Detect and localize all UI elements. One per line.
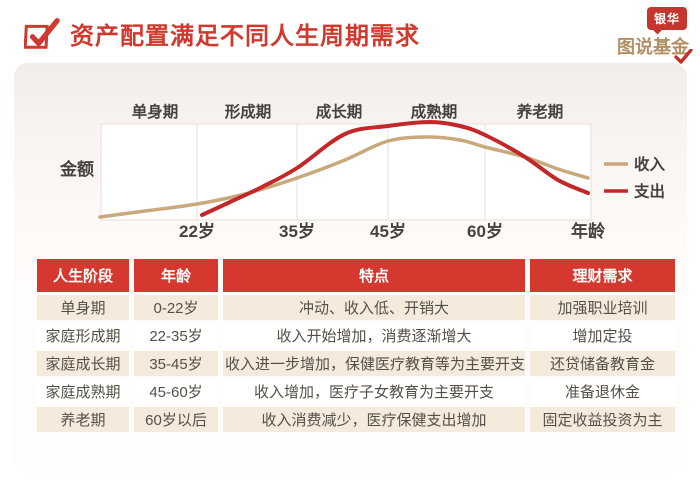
- table-cell: 60岁以后: [134, 407, 218, 432]
- table-row: 家庭形成期 22-35岁 收入开始增加，消费逐渐增大 增加定投: [37, 323, 675, 348]
- column-header: 特点: [223, 259, 525, 292]
- brand-series-label: 图说基金: [617, 33, 693, 64]
- brand-checkmark-icon: [674, 49, 693, 64]
- table-cell: 收入进一步增加，保健医疗教育等为主要开支: [223, 351, 525, 376]
- column-header: 理财需求: [530, 259, 675, 292]
- brand-logo: 银华 图说基金: [617, 7, 693, 64]
- y-axis-label: 金额: [59, 159, 94, 179]
- table-cell: 22-35岁: [134, 323, 218, 348]
- x-tick-label: 45岁: [370, 221, 406, 241]
- stage-label: 养老期: [516, 102, 564, 121]
- table-cell: 家庭成长期: [37, 351, 129, 376]
- table-cell: 45-60岁: [134, 379, 218, 404]
- legend-label: 支出: [633, 182, 665, 201]
- column-header: 人生阶段: [37, 259, 129, 292]
- table-row: 家庭成长期 35-45岁 收入进一步增加，保健医疗教育等为主要开支 还贷储备教育金: [37, 351, 675, 376]
- x-tick-label: 60岁: [467, 221, 503, 241]
- x-axis-label: 年龄: [571, 221, 606, 241]
- page-header: 资产配置满足不同人生周期需求: [24, 15, 420, 51]
- table-cell: 增加定投: [530, 323, 675, 348]
- table-cell: 冲动、收入低、开销大: [223, 295, 525, 320]
- checkbox-check-icon: [24, 18, 60, 49]
- series-line-expense: [200, 119, 590, 217]
- x-tick-label: 35岁: [279, 221, 315, 241]
- brand-series-text: 图说基金: [617, 37, 689, 57]
- page-title: 资产配置满足不同人生周期需求: [70, 22, 420, 50]
- table-cell: 35-45岁: [134, 351, 218, 376]
- table-header-row: 人生阶段 年龄 特点 理财需求: [37, 259, 675, 292]
- table-body: 单身期 0-22岁 冲动、收入低、开销大 加强职业培训 家庭形成期 22-35岁 收入开始增…: [37, 295, 675, 432]
- legend-label: 收入: [634, 155, 666, 174]
- table-cell: 固定收益投资为主: [530, 407, 675, 432]
- table-cell: 收入增加，医疗子女教育为主要开支: [223, 379, 525, 404]
- table-row: 家庭成熟期 45-60岁 收入增加，医疗子女教育为主要开支 准备退休金: [37, 379, 675, 404]
- table-cell: 加强职业培训: [530, 295, 675, 320]
- table-cell: 准备退休金: [530, 379, 675, 404]
- stage-label: 成长期: [316, 102, 363, 121]
- table-cell: 还贷储备教育金: [530, 351, 675, 376]
- x-tick-label: 22岁: [179, 221, 215, 241]
- stage-label: 成熟期: [411, 102, 458, 121]
- table-header: 人生阶段 年龄 特点 理财需求: [37, 259, 675, 292]
- table-cell: 家庭形成期: [37, 323, 129, 348]
- stage-label: 形成期: [225, 102, 272, 121]
- table-cell: 养老期: [37, 407, 129, 432]
- brand-tag: 银华: [646, 7, 687, 30]
- table-cell: 家庭成熟期: [37, 379, 129, 404]
- table-cell: 收入开始增加，消费逐渐增大: [223, 323, 525, 348]
- table-cell: 单身期: [37, 295, 129, 320]
- column-header: 年龄: [134, 259, 218, 292]
- stage-label: 单身期: [132, 102, 179, 121]
- plot-area: [100, 123, 592, 221]
- table-row: 单身期 0-22岁 冲动、收入低、开销大 加强职业培训: [37, 295, 675, 320]
- table-cell: 收入消费减少，医疗保健支出增加: [223, 407, 525, 432]
- life-stage-table: 人生阶段 年龄 特点 理财需求 单身期 0-22岁 冲动、收入低、开销大 加强职业培训 家庭形…: [32, 256, 680, 435]
- table-row: 养老期 60岁以后 收入消费减少，医疗保健支出增加 固定收益投资为主: [37, 407, 675, 432]
- table-cell: 0-22岁: [134, 295, 218, 320]
